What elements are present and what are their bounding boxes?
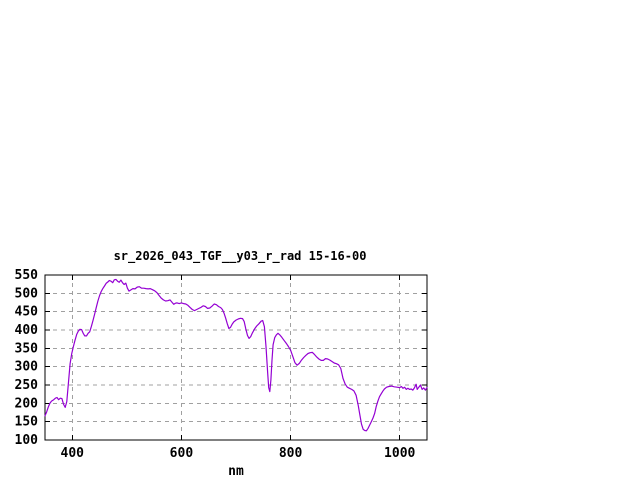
y-tick-label-450: 450 <box>15 305 39 320</box>
spectrum-curve <box>44 278 428 432</box>
y-tick-label-500: 500 <box>15 286 39 301</box>
plot-border <box>44 274 428 441</box>
x-tick-label-800: 800 <box>279 446 303 461</box>
y-tick-label-300: 300 <box>15 360 39 375</box>
x-axis-label: nm <box>228 464 244 479</box>
y-tick-label-550: 550 <box>15 268 39 283</box>
x-tick-label-1000: 1000 <box>384 446 415 461</box>
x-tick-label-400: 400 <box>61 446 85 461</box>
y-tick-label-100: 100 <box>15 433 39 448</box>
y-tick-label-150: 150 <box>15 415 39 430</box>
y-tick-label-400: 400 <box>15 323 39 338</box>
y-tick-label-350: 350 <box>15 341 39 356</box>
chart-title: sr_2026_043_TGF__y03_r_rad 15-16-00 <box>113 249 367 263</box>
y-tick-label-250: 250 <box>15 378 39 393</box>
x-tick-label-600: 600 <box>170 446 194 461</box>
y-tick-label-200: 200 <box>15 396 39 411</box>
